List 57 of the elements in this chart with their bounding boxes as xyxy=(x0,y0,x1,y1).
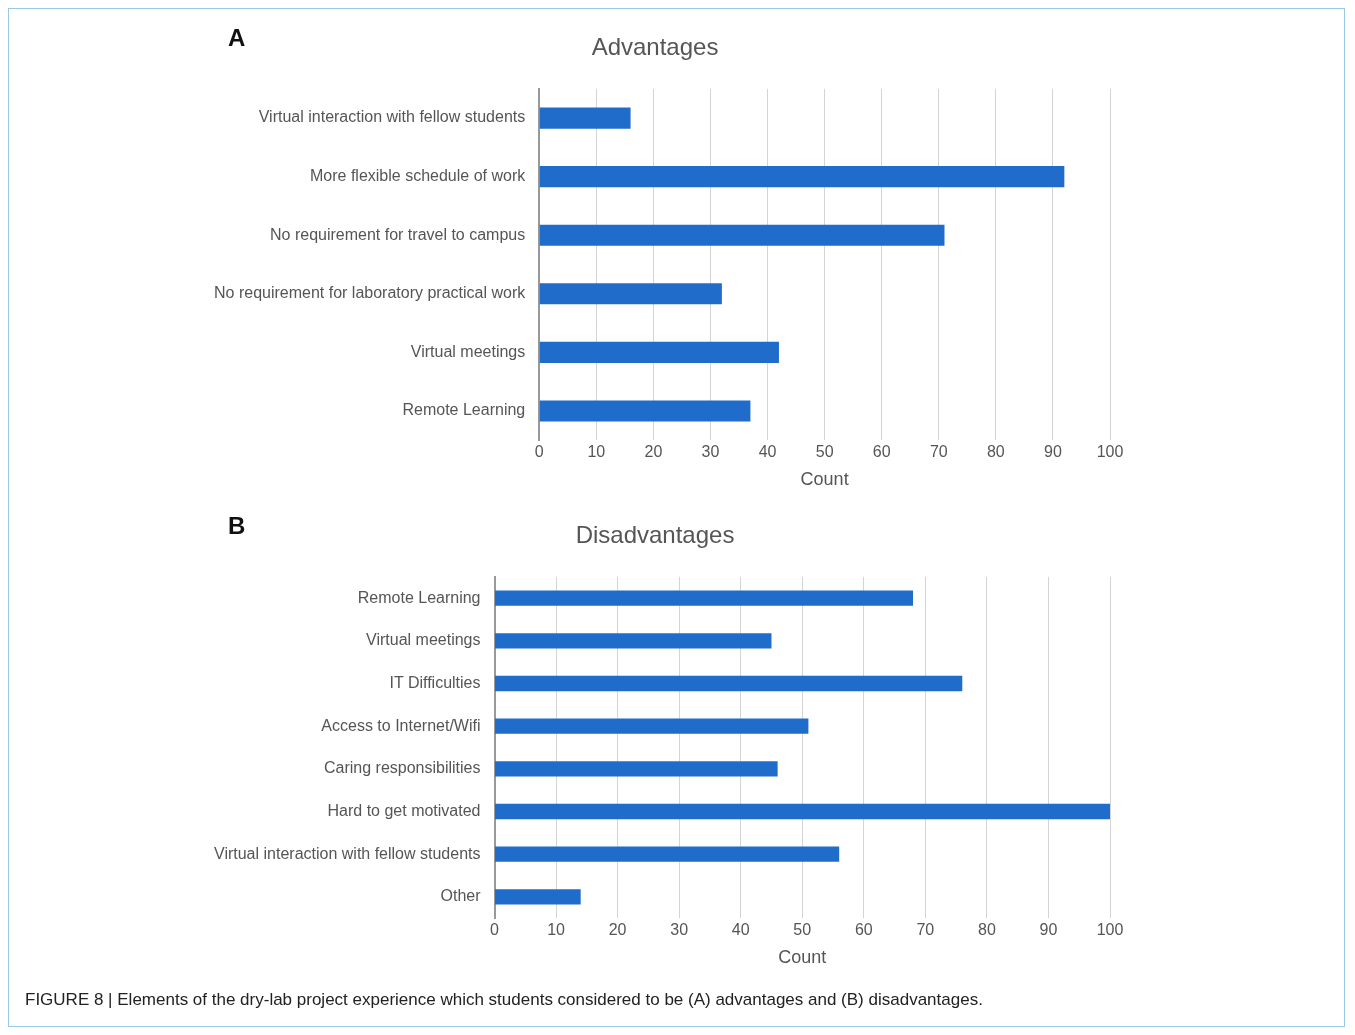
x-tick-label: 50 xyxy=(815,443,834,461)
y-tick-label: Caring responsibilities xyxy=(323,759,481,777)
bar xyxy=(495,761,778,777)
x-tick-label: 70 xyxy=(929,443,948,461)
bar xyxy=(495,633,772,649)
bar xyxy=(539,166,1065,188)
bar xyxy=(495,889,581,905)
x-tick-label: 60 xyxy=(854,921,873,939)
bar xyxy=(539,224,945,246)
y-tick-label: Virtual interaction with fellow students xyxy=(258,108,526,126)
y-tick-label: More flexible schedule of work xyxy=(310,167,527,185)
bar xyxy=(495,846,840,862)
y-tick-label: Virtual interaction with fellow students xyxy=(213,844,481,862)
bar xyxy=(495,803,1110,820)
x-tick-label: 20 xyxy=(608,921,627,939)
x-tick-label: 90 xyxy=(1039,921,1058,939)
y-tick-label: Remote Learning xyxy=(402,401,526,419)
bar xyxy=(539,400,751,422)
bar xyxy=(539,283,722,305)
bar xyxy=(539,107,631,129)
x-tick-label: 80 xyxy=(986,443,1005,461)
chart-title: Disadvantages xyxy=(575,521,735,549)
x-tick-label: 60 xyxy=(872,443,891,461)
chart-title: Advantages xyxy=(591,33,719,61)
x-tick-label: 50 xyxy=(793,921,812,939)
x-tick-label: 40 xyxy=(758,443,777,461)
y-tick-label: No requirement for laboratory practical work xyxy=(214,284,527,302)
y-tick-label: Remote Learning xyxy=(357,588,481,606)
y-tick-label: Virtual meetings xyxy=(366,631,481,649)
bar xyxy=(495,718,809,734)
bar xyxy=(495,590,914,606)
x-tick-label: 80 xyxy=(978,921,996,939)
x-tick-label: 100 xyxy=(1096,921,1124,939)
x-tick-label: 30 xyxy=(670,921,689,939)
x-tick-label: 30 xyxy=(701,443,720,461)
x-axis-title: Count xyxy=(778,947,827,968)
x-tick-label: 100 xyxy=(1096,443,1124,461)
x-axis-title: Count xyxy=(800,469,849,490)
x-tick-label: 90 xyxy=(1044,443,1062,461)
x-tick-label: 70 xyxy=(916,921,935,939)
y-tick-label: Other xyxy=(440,887,482,905)
y-tick-label: No requirement for travel to campus xyxy=(270,225,526,243)
caption: FIGURE 8 | Elements of the dry-lab project experience which students considered to be (A) advantages and (B) disadvantages. xyxy=(25,990,983,1010)
y-tick-label: Access to Internet/Wifi xyxy=(321,716,481,734)
y-tick-label: Hard to get motivated xyxy=(327,801,481,819)
bar xyxy=(495,675,963,692)
x-tick-label: 10 xyxy=(547,921,566,939)
x-tick-label: 0 xyxy=(534,443,544,461)
x-tick-label: 20 xyxy=(644,443,663,461)
y-tick-label: IT Difficulties xyxy=(389,673,481,691)
y-tick-label: Virtual meetings xyxy=(410,342,526,360)
x-tick-label: 0 xyxy=(490,921,500,939)
text: B xyxy=(228,512,246,540)
text: A xyxy=(228,24,246,52)
bar xyxy=(539,341,779,363)
x-tick-label: 40 xyxy=(731,921,750,939)
x-tick-label: 10 xyxy=(587,443,606,461)
